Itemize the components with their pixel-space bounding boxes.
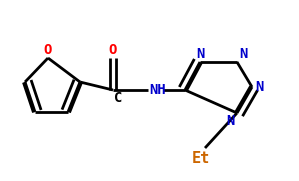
Text: N: N xyxy=(227,114,235,128)
Text: N: N xyxy=(239,47,247,61)
Text: O: O xyxy=(44,43,52,57)
Text: NH: NH xyxy=(149,83,166,97)
Text: N: N xyxy=(255,80,263,94)
Text: C: C xyxy=(114,91,122,105)
Text: Et: Et xyxy=(192,151,210,166)
Text: N: N xyxy=(196,47,204,61)
Text: O: O xyxy=(109,43,117,57)
